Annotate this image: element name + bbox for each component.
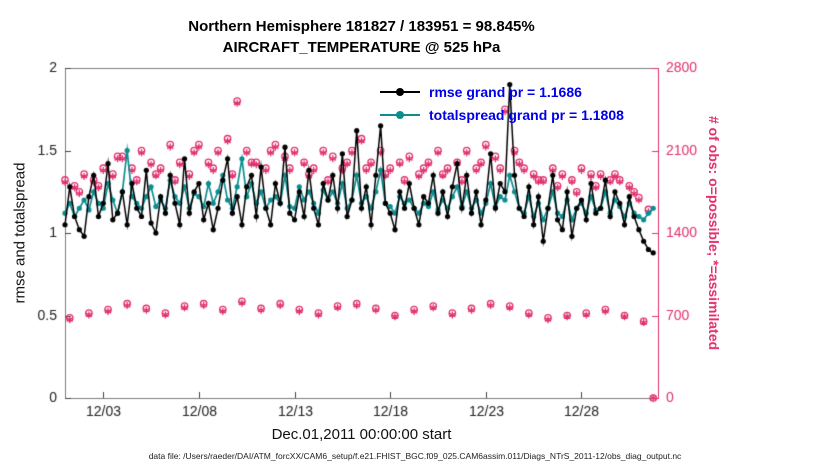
legend-row-rmse: rmse grand pr = 1.1686 [380, 82, 624, 102]
legend-marker-totalspread-icon [396, 111, 404, 119]
x-axis-label: Dec.01,2011 00:00:00 start [271, 426, 452, 443]
legend-label-rmse: rmse grand pr = 1.1686 [429, 84, 582, 100]
plot-title-line2: AIRCRAFT_TEMPERATURE @ 525 hPa [222, 39, 501, 56]
plot-title-line1: Northern Hemisphere 181827 / 183951 = 98… [188, 18, 535, 35]
y-axis-label-right: # of obs: o=possible; *=assimilated [706, 115, 722, 351]
legend-line-totalspread-icon [380, 111, 420, 119]
plot-title: Northern Hemisphere 181827 / 183951 = 98… [65, 16, 658, 58]
legend-row-totalspread: totalspread grand pr = 1.1808 [380, 105, 624, 125]
y-axis-label-left: rmse and totalspread [11, 162, 29, 304]
legend-label-totalspread: totalspread grand pr = 1.1808 [429, 107, 624, 123]
legend-line-rmse-icon [380, 88, 420, 96]
legend: rmse grand pr = 1.1686 totalspread grand… [380, 82, 624, 125]
data-file-caption: data file: /Users/raeder/DAI/ATM_forcXX/… [148, 451, 682, 461]
legend-marker-rmse-icon [396, 88, 404, 96]
